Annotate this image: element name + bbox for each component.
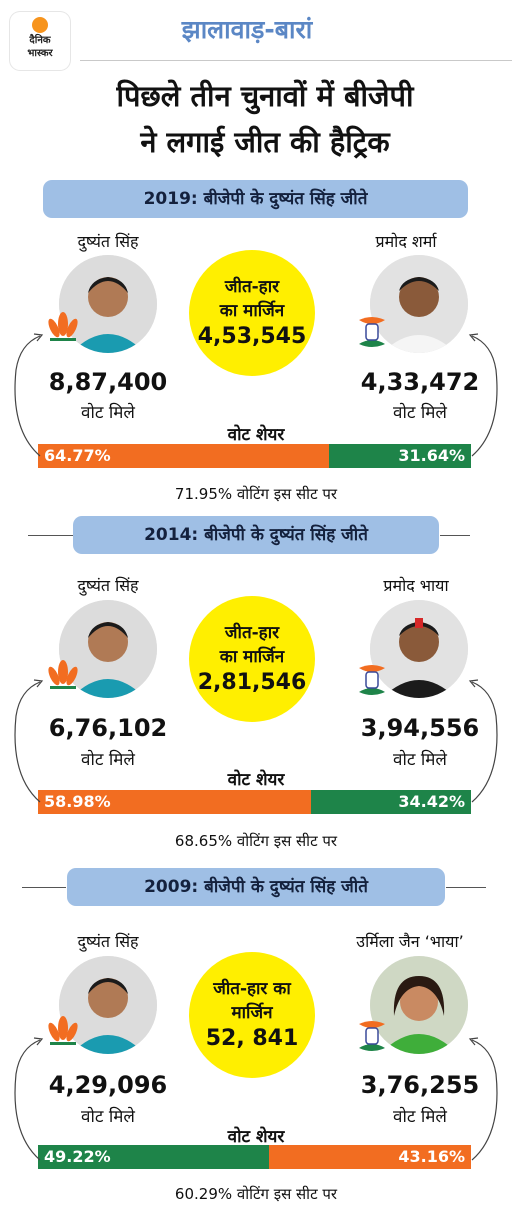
- right-candidate-votes: 4,33,472: [360, 368, 480, 396]
- turnout-text: 71.95% वोटिंग इस सीट पर: [174, 485, 338, 503]
- margin-label-line2: का मार्जिन: [219, 301, 285, 321]
- left-share-segment: 64.77%: [38, 444, 329, 468]
- margin-label-line1: जीत-हार का: [213, 979, 291, 999]
- right-curved-arrow: [468, 1037, 498, 1161]
- margin-label-line1: जीत-हार: [224, 277, 280, 297]
- logo-line1: दैनिक: [29, 35, 51, 46]
- right-share-segment: 43.16%: [268, 1145, 471, 1169]
- margin-value: 4,53,545: [197, 324, 307, 349]
- banner-rule-left: [22, 887, 66, 888]
- region-title: झालावाड़-बारां: [181, 15, 313, 44]
- margin-circle: जीत-हार का मार्जिन 4,53,545: [189, 250, 315, 376]
- logo-line2: भास्कर: [27, 48, 53, 59]
- left-share-segment: 49.22%: [38, 1145, 269, 1169]
- headline-line2: ने लगाई जीत की हैट्रिक: [140, 125, 390, 159]
- election-section-2014: 2014: बीजेपी के दुष्यंत सिंह जीते दुष्यं…: [0, 516, 512, 856]
- vote-share-label: वोट शेयर: [227, 425, 285, 445]
- election-section-2019: 2019: बीजेपी के दुष्यंत सिंह जीते दुष्यं…: [0, 180, 512, 510]
- hand-icon: [355, 310, 389, 354]
- section-banner: 2014: बीजेपी के दुष्यंत सिंह जीते: [73, 516, 439, 554]
- region-divider: [80, 60, 512, 61]
- right-curved-arrow: [468, 679, 498, 803]
- left-curved-arrow: [14, 333, 44, 457]
- left-curved-arrow: [14, 679, 44, 803]
- left-candidate-photo: [59, 600, 157, 698]
- right-candidate-votes: 3,76,255: [360, 1071, 480, 1099]
- right-candidate-name: प्रमोद शर्मा: [375, 232, 437, 251]
- banner-rule-left: [28, 535, 78, 536]
- vote-share-bar: 58.98% 34.42%: [38, 790, 471, 814]
- right-candidate-photo: [370, 255, 468, 353]
- left-candidate-photo: [59, 255, 157, 353]
- turnout-text: 60.29% वोटिंग इस सीट पर: [174, 1185, 338, 1203]
- right-votes-label: वोट मिले: [393, 403, 447, 423]
- left-candidate-votes: 6,76,102: [48, 714, 168, 742]
- margin-label-line1: जीत-हार: [224, 623, 280, 643]
- margin-label-line2: का मार्जिन: [219, 647, 285, 667]
- left-share-segment: 58.98%: [38, 790, 312, 814]
- section-banner: 2019: बीजेपी के दुष्यंत सिंह जीते: [43, 180, 468, 218]
- margin-label-line2: मार्जिन: [231, 1003, 273, 1023]
- margin-circle: जीत-हार का मार्जिन 2,81,546: [189, 596, 315, 722]
- turnout-text: 68.65% वोटिंग इस सीट पर: [174, 832, 338, 850]
- vote-share-bar: 64.77% 31.64%: [38, 444, 471, 468]
- right-votes-label: वोट मिले: [393, 1107, 447, 1127]
- right-curved-arrow: [468, 333, 498, 457]
- left-candidate-votes: 8,87,400: [48, 368, 168, 396]
- lotus-icon: [46, 310, 80, 354]
- left-votes-label: वोट मिले: [81, 750, 135, 770]
- vote-share-label: वोट शेयर: [227, 770, 285, 790]
- lotus-icon: [46, 658, 80, 702]
- left-candidate-photo: [59, 956, 157, 1054]
- margin-value: 52, 841: [205, 1026, 299, 1051]
- hand-icon: [355, 1014, 389, 1058]
- left-candidate-name: दुष्यंत सिंह: [77, 576, 139, 595]
- right-candidate-votes: 3,94,556: [360, 714, 480, 742]
- headline-line1: पिछले तीन चुनावों में बीजेपी: [116, 79, 414, 113]
- hand-icon: [355, 658, 389, 702]
- right-candidate-photo: [370, 600, 468, 698]
- banner-rule-right: [440, 535, 470, 536]
- right-candidate-name: उर्मिला जैन ‘भाया’: [356, 932, 464, 951]
- margin-value: 2,81,546: [197, 670, 307, 695]
- right-share-segment: 34.42%: [311, 790, 471, 814]
- left-votes-label: वोट मिले: [81, 1107, 135, 1127]
- section-banner: 2009: बीजेपी के दुष्यंत सिंह जीते: [67, 868, 445, 906]
- left-votes-label: वोट मिले: [81, 403, 135, 423]
- left-curved-arrow: [14, 1037, 44, 1161]
- right-votes-label: वोट मिले: [393, 750, 447, 770]
- right-share-segment: 31.64%: [328, 444, 471, 468]
- right-candidate-photo: [370, 956, 468, 1054]
- left-candidate-name: दुष्यंत सिंह: [77, 932, 139, 951]
- dainik-bhaskar-logo: दैनिक भास्कर: [10, 12, 70, 70]
- election-section-2009: 2009: बीजेपी के दुष्यंत सिंह जीते दुष्यं…: [0, 868, 512, 1220]
- margin-circle: जीत-हार का मार्जिन 52, 841: [189, 952, 315, 1078]
- sun-icon: [32, 17, 48, 33]
- lotus-icon: [46, 1014, 80, 1058]
- banner-rule-right: [446, 887, 486, 888]
- vote-share-bar: 49.22% 43.16%: [38, 1145, 471, 1169]
- left-candidate-name: दुष्यंत सिंह: [77, 232, 139, 251]
- right-candidate-name: प्रमोद भाया: [383, 576, 449, 595]
- left-candidate-votes: 4,29,096: [48, 1071, 168, 1099]
- vote-share-label: वोट शेयर: [227, 1127, 285, 1147]
